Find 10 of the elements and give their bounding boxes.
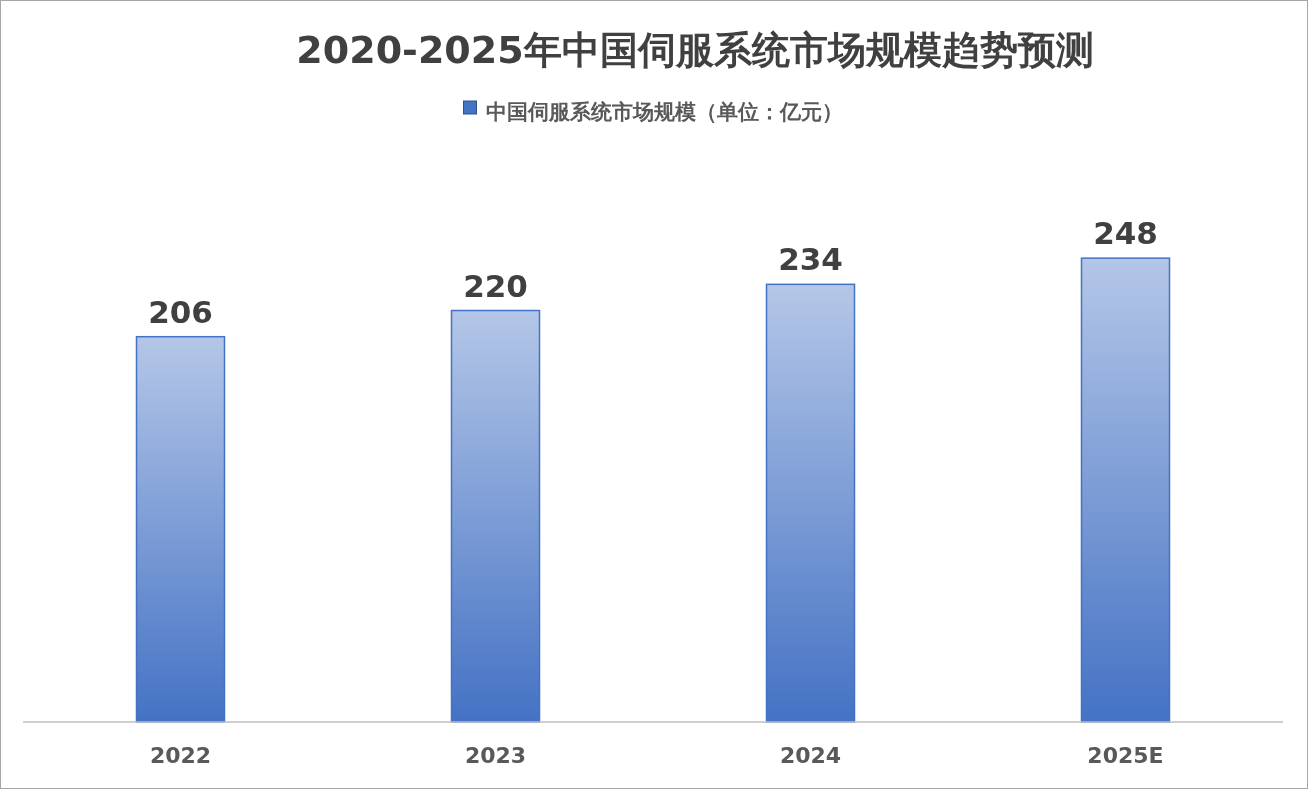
data-label: 220 — [463, 267, 528, 304]
legend-label: 中国伺服系统市场规模（单位：亿元） — [485, 100, 843, 124]
x-tick-label: 2023 — [464, 743, 527, 768]
x-tick-label: 2024 — [779, 743, 842, 768]
chart-title: 2020-2025年中国伺服系统市场规模趋势预测 — [296, 28, 1094, 72]
data-label: 206 — [148, 293, 213, 330]
data-label: 234 — [778, 241, 843, 278]
data-label: 248 — [1093, 215, 1158, 252]
x-tick-label: 2022 — [149, 743, 212, 768]
x-tick-label: 2025E — [1087, 743, 1164, 768]
